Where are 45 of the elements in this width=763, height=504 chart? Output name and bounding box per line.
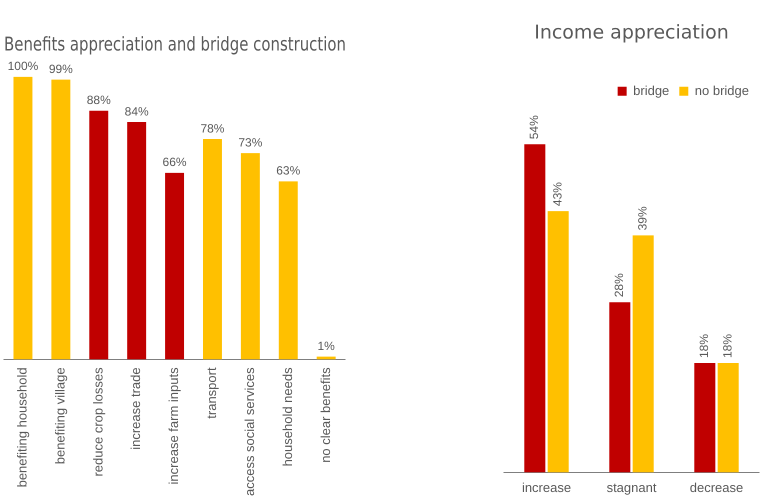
x-tick-label: reduce crop losses [90, 366, 106, 477]
x-tick-label: decrease [690, 480, 744, 495]
bar [718, 363, 739, 472]
bar [89, 110, 108, 360]
data-label: 78% [200, 121, 225, 136]
data-label: 43% [550, 182, 564, 206]
data-label: 1% [318, 338, 336, 353]
data-label: 39% [636, 206, 650, 230]
bar [13, 76, 32, 360]
bar [51, 80, 70, 360]
bar [548, 211, 569, 472]
x-tick-label: increase [522, 480, 572, 495]
bar [694, 363, 716, 472]
data-label: 100% [8, 59, 39, 74]
x-tick-label: transport [204, 367, 220, 419]
bar [240, 153, 260, 360]
chart-title: Benefits appreciation and bridge construction [4, 34, 346, 56]
data-label: 73% [238, 135, 263, 150]
data-label: 63% [276, 164, 301, 178]
bar [632, 235, 654, 472]
x-tick-label: access social services [242, 366, 257, 496]
data-label: 84% [124, 104, 149, 118]
data-label: 18% [697, 334, 712, 358]
bar [127, 122, 146, 360]
x-tick-label: benefiting village [52, 367, 68, 464]
data-label: 66% [162, 155, 187, 170]
data-label: 28% [612, 272, 626, 298]
x-tick-label: increase trade [128, 367, 144, 450]
data-label: 99% [48, 62, 74, 76]
bar [609, 302, 630, 472]
data-label: 54% [527, 114, 542, 140]
legend-label: bridge [633, 82, 670, 98]
x-tick-label: benefiting household [14, 367, 30, 488]
bar [278, 181, 298, 360]
legend-label: no bridge [694, 82, 750, 98]
bar [165, 172, 184, 360]
bar [524, 144, 546, 472]
x-tick-label: stagnant [606, 480, 657, 495]
x-tick-label: no clear benefits [318, 366, 333, 463]
x-tick-label: household needs [280, 366, 295, 466]
data-label: 18% [720, 334, 734, 358]
bar [202, 138, 222, 360]
data-label: 88% [86, 93, 112, 108]
chart-title: Income appreciation [534, 21, 729, 44]
x-tick-label: increase farm inputs [166, 366, 182, 484]
